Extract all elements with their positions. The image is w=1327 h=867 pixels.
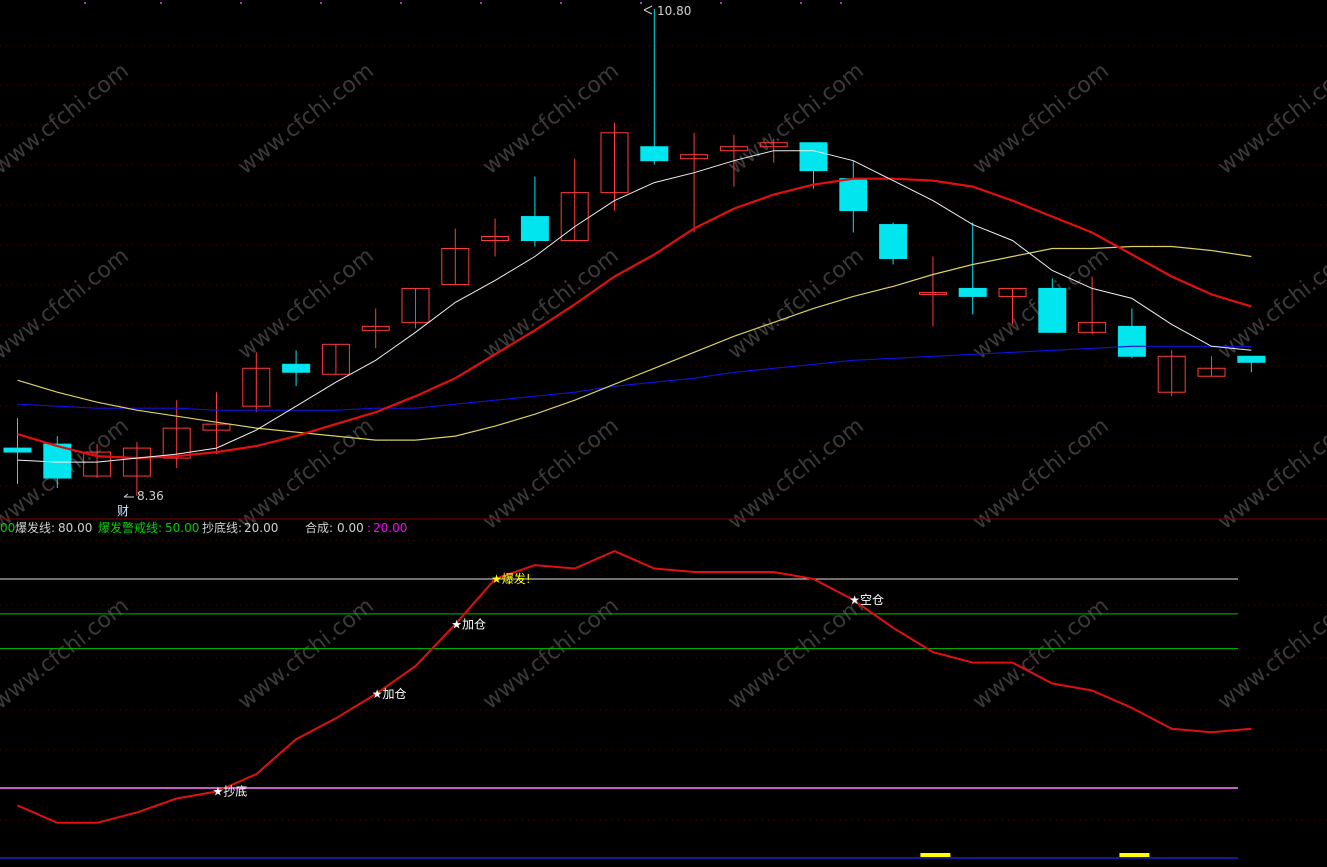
top-tick (800, 2, 802, 4)
price-panel (3, 9, 1266, 496)
legend-explode-value: 80.00 (58, 521, 92, 535)
cai-marker: 财 (117, 504, 129, 518)
ma-yellow-line (17, 245, 1252, 441)
high-price-label: 10.80 (657, 4, 691, 18)
legend-combo-sep: : (367, 521, 371, 535)
bottom-marker (1119, 853, 1150, 857)
high-price-arrow (643, 5, 653, 15)
candle-body (918, 291, 947, 295)
candle-body (680, 154, 709, 160)
candle-body (600, 132, 629, 194)
top-tick (720, 2, 722, 4)
candle-body (361, 325, 390, 331)
grid-lines (0, 2, 1327, 821)
legend-cut-value: 00 (0, 521, 15, 535)
top-tick (640, 2, 642, 4)
top-tick (84, 2, 86, 4)
candle-body (839, 178, 868, 212)
candle-body (1078, 321, 1107, 333)
low-price-arrow (123, 493, 134, 498)
legend-warn-value: 50.00 (165, 521, 199, 535)
legend-combo-value: 0.00 (337, 521, 364, 535)
candle-body (321, 343, 350, 375)
candle-body (879, 224, 908, 259)
legend-combo-value2: 20.00 (373, 521, 407, 535)
candle-body (799, 142, 828, 172)
candle-body (1038, 287, 1067, 333)
legend-explode-name: 爆发线: (15, 520, 55, 535)
ma-short-line (17, 150, 1252, 463)
legend-warn-name: 爆发警戒线: (98, 520, 162, 535)
candle-body (83, 451, 112, 477)
candle-body (401, 287, 430, 323)
candle-body (162, 427, 191, 459)
candle-body (242, 367, 271, 407)
candle-body (520, 216, 549, 242)
candle-body (441, 248, 470, 285)
candle-body (1117, 325, 1146, 357)
candle-body (998, 287, 1027, 297)
candle-body (481, 236, 510, 242)
signal-labels: ★抄底 ★加仓 ★加仓 ★爆发! ★空仓 (213, 571, 885, 798)
top-tick (840, 2, 842, 4)
legend-combo-name: 合成: (305, 520, 333, 535)
candle-body (282, 363, 311, 373)
candle-body (1157, 355, 1186, 393)
top-tick (160, 2, 162, 4)
candle-body (3, 447, 32, 453)
candle-body (640, 146, 669, 162)
signal-label: ★加仓 (451, 617, 486, 631)
top-tick (320, 2, 322, 4)
candle-body (1237, 355, 1266, 363)
legend-bottom-value: 20.00 (244, 521, 278, 535)
indicator-line (17, 550, 1252, 824)
signal-label: ★空仓 (849, 593, 884, 607)
candle-body (759, 142, 788, 148)
candle-body (122, 447, 151, 477)
candle-body (202, 423, 231, 431)
low-price-label: 8.36 (137, 489, 164, 503)
candle-body (560, 192, 589, 242)
candle-body (1197, 367, 1226, 377)
legend-bottom-name: 抄底线: (202, 520, 242, 535)
ma-blue-line (17, 345, 1252, 411)
signal-label: ★加仓 (372, 687, 407, 701)
signal-label: ★抄底 (213, 783, 248, 798)
bottom-marker (920, 853, 951, 857)
indicator-legend: 00 爆发线: 80.00 爆发警戒线: 50.00 抄底线: 20.00 合成… (0, 520, 407, 535)
top-tick (240, 2, 242, 4)
signal-label: ★爆发! (491, 571, 531, 586)
top-tick (480, 2, 482, 4)
indicator-panel (0, 550, 1252, 859)
candle-body (719, 146, 748, 152)
candle-body (958, 287, 987, 297)
top-tick (560, 2, 562, 4)
top-tick (400, 2, 402, 4)
ma-red-line (17, 177, 1252, 460)
